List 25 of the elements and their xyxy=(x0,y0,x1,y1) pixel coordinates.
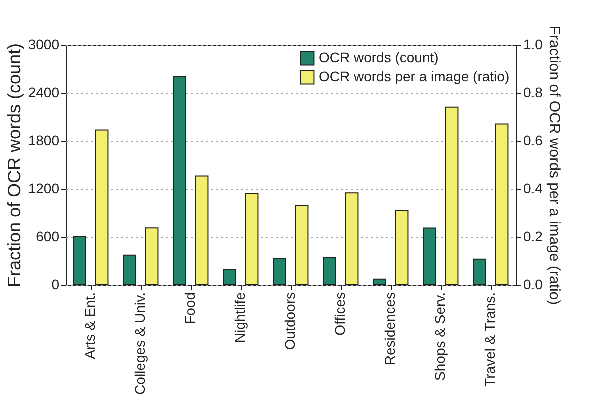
x-tick-label: Colleges & Univ. xyxy=(132,292,148,395)
x-tick-label: Outdoors xyxy=(282,292,298,350)
y2-tick-label: 0.0 xyxy=(524,276,544,292)
y-tick-label: 2400 xyxy=(28,84,60,100)
y2-tick-label: 0.4 xyxy=(524,180,544,196)
x-tick-label: Travel & Trans. xyxy=(482,292,498,387)
y2-axis-title: Fraction of OCR words per a image (ratio) xyxy=(546,26,563,306)
y-tick-label: 0 xyxy=(52,276,60,292)
x-tick-label: Residences xyxy=(382,292,398,366)
x-tick-label: Food xyxy=(182,292,198,324)
y-tick-label: 3000 xyxy=(28,36,60,52)
y-tick-label: 600 xyxy=(36,228,60,244)
legend-label: OCR words (count) xyxy=(319,50,439,66)
x-tick-label: Nightlife xyxy=(232,292,248,344)
y2-tick-label: 1.0 xyxy=(524,36,544,52)
x-tick-label: Offices xyxy=(332,292,348,336)
x-tick-label: Arts & Ent. xyxy=(82,292,98,360)
x-tick-label: Shops & Serv. xyxy=(432,292,448,381)
y2-tick-label: 0.2 xyxy=(524,228,544,244)
y-tick-label: 1800 xyxy=(28,132,60,148)
y2-tick-label: 0.8 xyxy=(524,84,544,100)
legend-label: OCR words per a image (ratio) xyxy=(319,68,510,84)
y-axis-title: Fraction of OCR words (count) xyxy=(4,43,24,288)
y-tick-label: 1200 xyxy=(28,180,60,196)
y2-tick-label: 0.6 xyxy=(524,132,544,148)
